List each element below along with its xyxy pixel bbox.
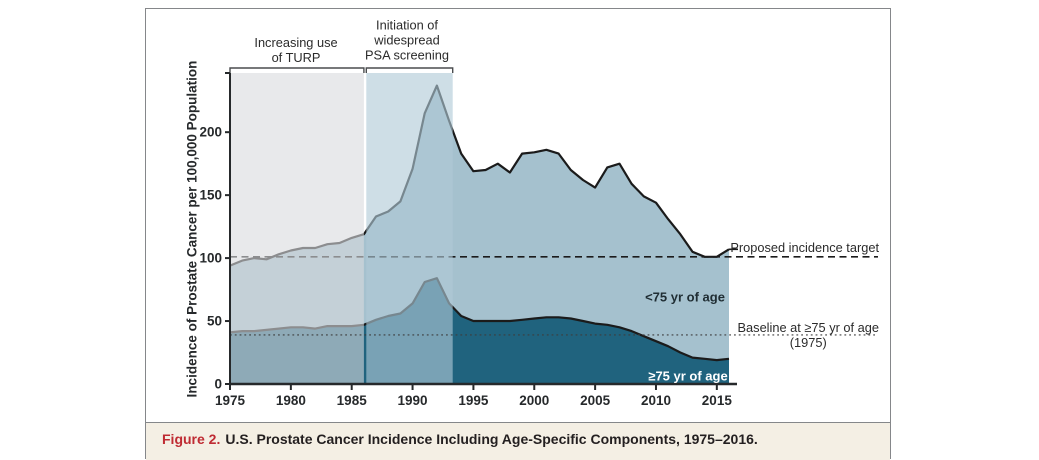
baseline-annotation: Baseline at ≥75 yr of age (1975): [738, 320, 879, 350]
era-label-psa: Initiation of widespread PSA screening: [365, 17, 449, 63]
svg-text:1990: 1990: [398, 393, 428, 408]
svg-text:1995: 1995: [458, 393, 489, 408]
svg-text:2000: 2000: [519, 393, 549, 408]
figure-panel: 1975 1980 1985 1990 1995 2000 2005 2010 2015 0 50 1…: [145, 8, 891, 460]
svg-text:50: 50: [207, 314, 222, 329]
region-label-under75: <75 yr of age: [645, 289, 725, 305]
figure-caption-text: U.S. Prostate Cancer Incidence Including…: [225, 431, 758, 447]
svg-text:150: 150: [199, 188, 222, 203]
era-label-turp: Increasing use of TURP: [254, 35, 338, 65]
region-label-75plus: ≥75 yr of age: [648, 368, 728, 384]
svg-text:200: 200: [199, 125, 222, 140]
svg-text:1975: 1975: [215, 393, 246, 408]
svg-text:100: 100: [199, 251, 222, 266]
svg-text:2005: 2005: [580, 393, 611, 408]
svg-text:1985: 1985: [337, 393, 368, 408]
incidence-chart: 1975 1980 1985 1990 1995 2000 2005 2010 2015 0 50 1…: [199, 67, 878, 408]
svg-text:2015: 2015: [702, 393, 733, 408]
svg-text:1980: 1980: [276, 393, 306, 408]
svg-text:0: 0: [214, 377, 222, 392]
figure-caption-number: Figure 2.: [162, 431, 221, 447]
figure-caption: Figure 2. U.S. Prostate Cancer Incidence …: [146, 422, 890, 460]
baseline-annotation-line1: Baseline at ≥75 yr of age: [737, 320, 879, 335]
target-annotation: Proposed incidence target: [730, 240, 879, 255]
svg-text:2010: 2010: [641, 393, 671, 408]
baseline-annotation-line2: (1975): [789, 335, 827, 350]
y-axis-title: Incidence of Prostate Cancer per 100,000…: [184, 60, 200, 398]
